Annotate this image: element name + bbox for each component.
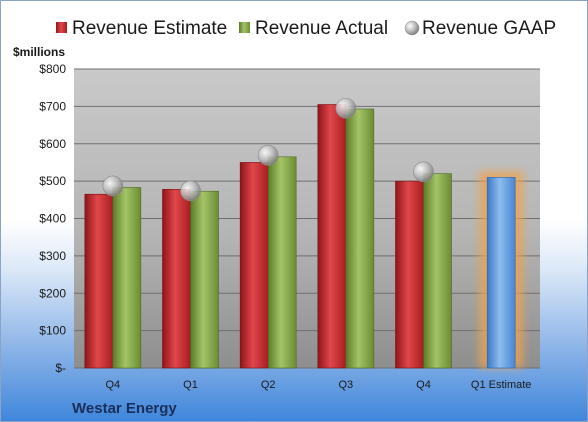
point-revenue-gaap bbox=[335, 97, 357, 119]
legend: Revenue Estimate Revenue Actual Revenue GA… bbox=[56, 18, 556, 39]
point-revenue-gaap bbox=[102, 175, 124, 197]
bar-revenue-estimate bbox=[317, 104, 347, 369]
legend-swatch bbox=[404, 20, 420, 36]
bar-forecast bbox=[486, 177, 516, 369]
bar-revenue-estimate bbox=[84, 193, 114, 369]
legend-swatch bbox=[239, 22, 250, 33]
bar-revenue-actual bbox=[423, 173, 452, 369]
x-tick-label: Q2 bbox=[261, 379, 276, 391]
x-tick-label: Q1 Estimate bbox=[471, 379, 532, 391]
y-tick-label: $400 bbox=[39, 212, 66, 226]
bar-revenue-estimate bbox=[162, 189, 191, 369]
company-name: Westar Energy bbox=[72, 400, 177, 417]
bar-revenue-actual bbox=[112, 187, 142, 369]
y-unit-label: $millions bbox=[13, 45, 65, 59]
point-revenue-gaap bbox=[257, 145, 279, 166]
legend-label: Revenue GAAP bbox=[422, 18, 556, 39]
y-tick-label: $100 bbox=[39, 324, 66, 338]
bar-revenue-estimate bbox=[239, 162, 269, 369]
bar-revenue-actual bbox=[190, 190, 219, 369]
y-tick-label: $700 bbox=[39, 99, 66, 113]
point-revenue-gaap bbox=[413, 161, 434, 183]
legend-label: Revenue Estimate bbox=[72, 18, 227, 39]
y-tick-label: $300 bbox=[39, 249, 66, 263]
x-tick-label: Q4 bbox=[416, 379, 431, 391]
bar-revenue-actual bbox=[345, 108, 375, 369]
x-tick-label: Q3 bbox=[338, 379, 353, 391]
legend-swatch bbox=[56, 22, 67, 33]
y-tick-label: $500 bbox=[39, 174, 66, 188]
y-tick-label: $200 bbox=[39, 286, 66, 300]
y-tick-label: $600 bbox=[39, 137, 66, 151]
bar-revenue-actual bbox=[267, 156, 297, 369]
x-tick-label: Q1 bbox=[183, 379, 198, 391]
x-tick-label: Q4 bbox=[105, 379, 120, 391]
y-tick-label: $- bbox=[55, 361, 66, 375]
legend-label: Revenue Actual bbox=[255, 18, 388, 39]
point-revenue-gaap bbox=[180, 180, 201, 202]
bar-revenue-estimate bbox=[395, 180, 424, 369]
y-tick-label: $800 bbox=[39, 62, 66, 76]
